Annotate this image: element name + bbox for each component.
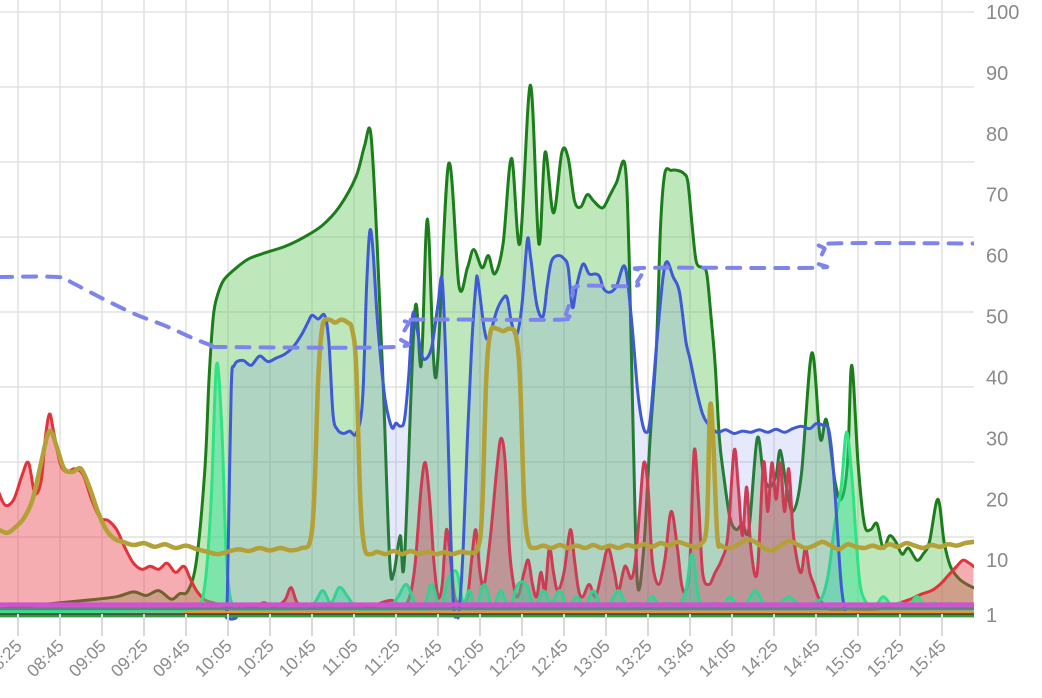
x-tick-label: 13:25: [611, 636, 656, 681]
y-tick-label: 30: [986, 428, 1008, 450]
x-tick-label: 09:45: [149, 636, 194, 681]
x-tick-label: 13:05: [569, 636, 614, 681]
y-tick-label: 80: [986, 124, 1008, 146]
x-tick-label: 14:05: [695, 636, 740, 681]
x-tick-label: 10:25: [233, 636, 278, 681]
x-tick-label: 12:25: [485, 636, 530, 681]
y-tick-label: 1: [986, 605, 997, 627]
x-tick-label: 11:25: [360, 636, 404, 680]
y-tick-label: 100: [986, 2, 1019, 24]
x-tick-label: 11:05: [318, 636, 362, 680]
x-tick-label: 12:05: [443, 636, 488, 681]
y-tick-label: 90: [986, 63, 1008, 85]
x-tick-label: 09:25: [107, 636, 152, 681]
y-tick-label: 50: [986, 307, 1008, 329]
x-tick-label: 08:45: [23, 636, 68, 681]
series-mint-area: [0, 361, 974, 613]
y-tick-label: 10: [986, 550, 1008, 572]
series-red-area-fill: [0, 413, 974, 616]
x-tick-label: 11:45: [402, 636, 446, 680]
series-olive-line: [0, 316, 974, 557]
x-tick-label: 13:45: [653, 636, 698, 681]
x-tick-label: 10:45: [275, 636, 320, 681]
y-tick-label: 70: [986, 185, 1008, 207]
gridlines: [0, 0, 974, 614]
x-axis: [0, 613, 974, 636]
series-red-area: [0, 412, 974, 614]
x-tick-label: 12:45: [527, 636, 572, 681]
x-axis-tick-labels: 08:2508:4509:0509:2509:4510:0510:2510:45…: [0, 636, 950, 681]
y-axis-tick-labels: 100 90 80 70 60 50 40 30 20 10 1: [986, 2, 1019, 627]
series-group: [0, 83, 974, 621]
y-tick-label: 20: [986, 489, 1008, 511]
x-tick-label: 15:05: [821, 636, 866, 681]
x-tick-label: 14:45: [779, 636, 824, 681]
y-tick-label: 60: [986, 246, 1008, 268]
x-tick-label: 15:45: [905, 636, 950, 681]
x-tick-label: 08:25: [0, 636, 26, 681]
y-tick-label: 40: [986, 367, 1008, 389]
series-blue-line: [0, 228, 974, 621]
x-tick-label: 14:25: [737, 636, 782, 681]
series-dashed-stepped-line: [0, 241, 974, 350]
x-tick-label: 09:05: [65, 636, 110, 681]
x-tick-label: 15:25: [863, 636, 908, 681]
x-tick-label: 10:05: [191, 636, 236, 681]
